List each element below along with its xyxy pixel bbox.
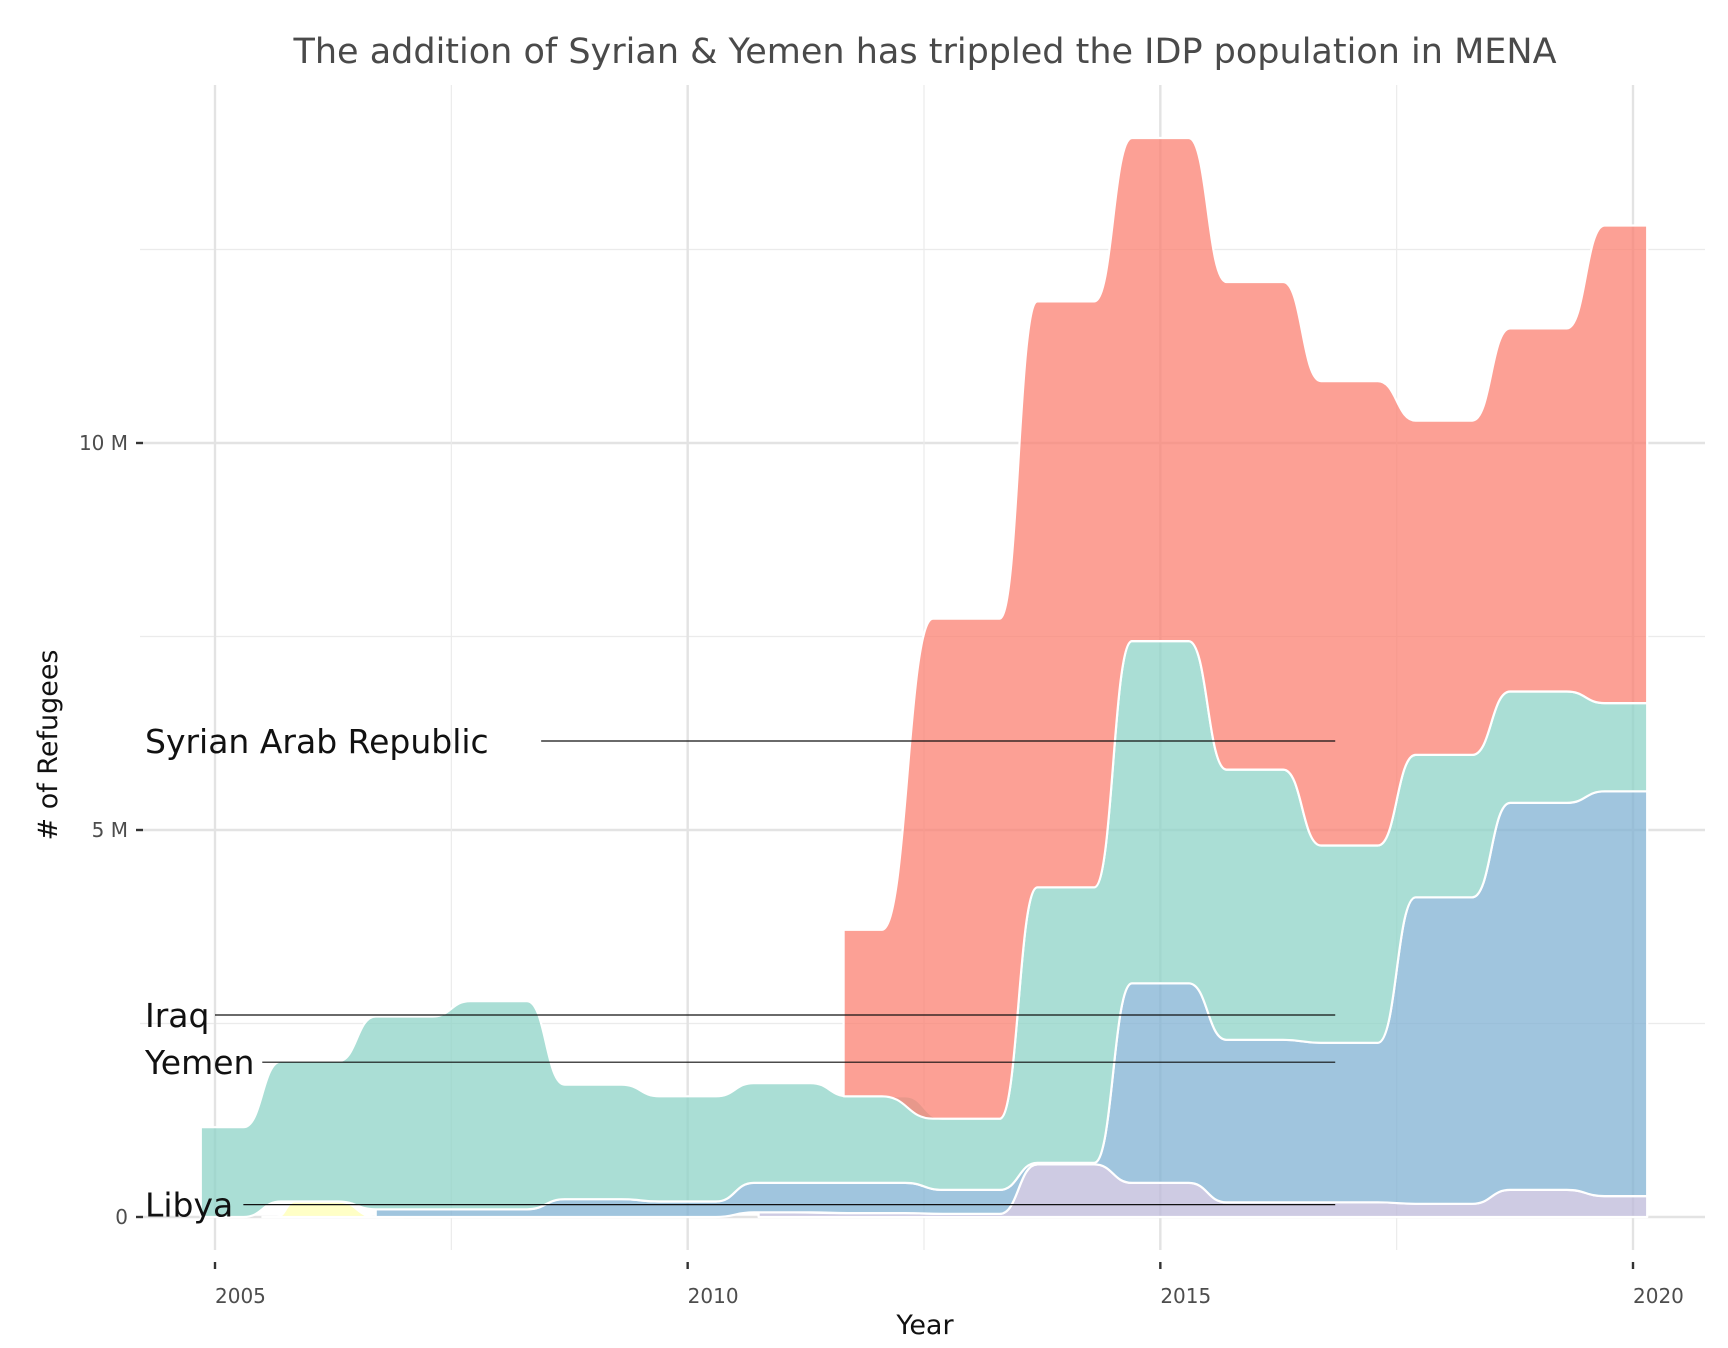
x-axis-title: Year [895,1310,954,1341]
x-tick-label: 2015 [1160,1284,1211,1308]
y-tick-label: 10 M [79,431,128,455]
x-tick-label: 2020 [1633,1284,1684,1308]
label-syrian-arab-republic: Syrian Arab Republic [145,722,489,761]
area-syrian-arab-republic [842,136,1649,1120]
series-labels: Syrian Arab Republic Iraq Yemen Libya [144,722,1336,1225]
x-tick-label: 2005 [215,1284,266,1308]
label-iraq: Iraq [145,996,209,1035]
y-axis-title: # of Refugees [33,649,64,840]
axes: 0 5 M 10 M 2005 2010 2015 2020 [79,431,1684,1308]
x-tick-label: 2010 [688,1284,739,1308]
chart-title: The addition of Syrian & Yemen has tripp… [292,32,1556,72]
y-tick-label: 5 M [92,818,128,842]
label-libya: Libya [145,1186,233,1225]
series-areas [199,136,1649,1219]
y-tick-label: 0 [115,1205,128,1229]
label-yemen: Yemen [144,1043,254,1082]
